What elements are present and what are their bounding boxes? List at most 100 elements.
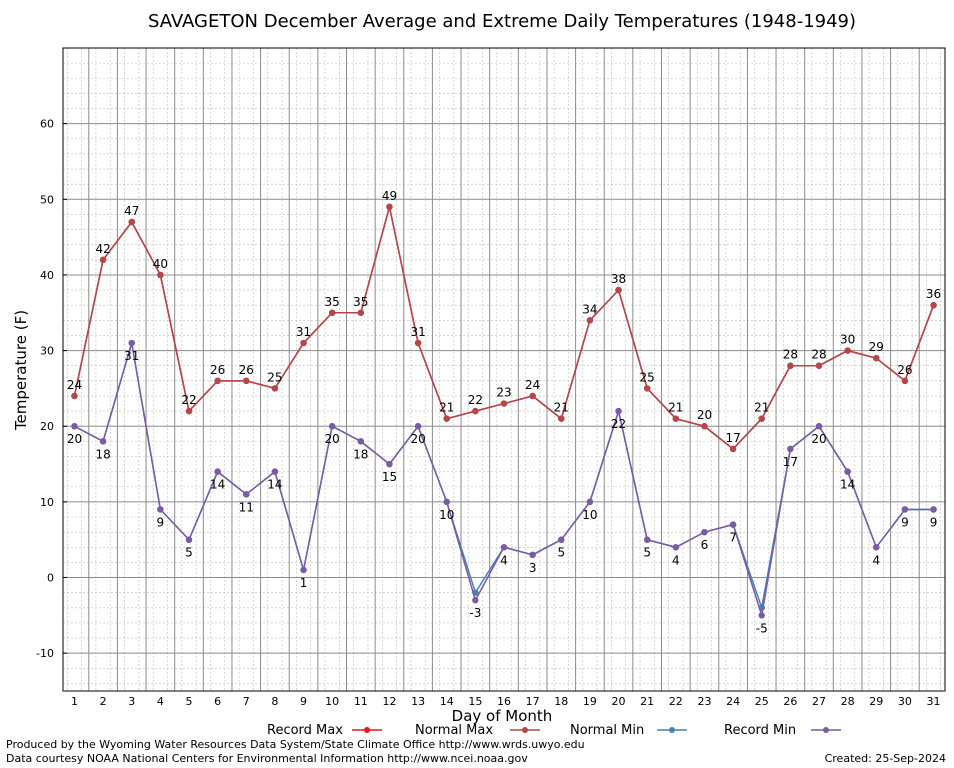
min-value-label: 1	[300, 576, 308, 590]
min-value-label: 17	[783, 455, 798, 469]
max-value-label: 24	[67, 378, 82, 392]
legend-swatch-marker	[823, 727, 829, 733]
legend-label: Normal Min	[570, 723, 644, 738]
series-point	[414, 339, 422, 347]
series-point	[586, 498, 594, 506]
x-tick-label: 22	[669, 695, 683, 708]
min-value-label: 5	[185, 546, 193, 560]
min-value-label: 6	[701, 538, 709, 552]
y-tick-label: 20	[40, 420, 54, 433]
x-tick-label: 10	[325, 695, 339, 708]
series-point	[328, 309, 336, 316]
max-value-label: 31	[296, 325, 311, 339]
series-point	[701, 423, 708, 430]
max-value-label: 28	[783, 348, 798, 362]
legend-label: Record Min	[724, 723, 796, 738]
max-value-label: 20	[697, 408, 712, 422]
series-point	[873, 544, 880, 551]
series-point	[99, 438, 107, 445]
x-axis-label: Day of Month	[452, 707, 553, 725]
y-tick-label: 60	[40, 118, 54, 131]
footer-created: Created: 25-Sep-2024	[824, 752, 946, 765]
min-value-label: 9	[157, 515, 165, 529]
x-tick-label: 20	[612, 695, 626, 708]
series-point	[643, 536, 651, 543]
max-value-label: 36	[926, 287, 941, 301]
x-tick-label: 26	[783, 695, 797, 708]
x-tick-label: 15	[468, 695, 482, 708]
min-value-label: 4	[872, 553, 880, 567]
max-value-label: 42	[95, 242, 110, 256]
series-point	[386, 203, 393, 211]
series-point	[758, 415, 765, 422]
min-value-label: -5	[756, 621, 768, 635]
max-value-label: 35	[325, 295, 340, 309]
max-value-label: 22	[181, 393, 196, 407]
min-value-label: 9	[901, 515, 909, 529]
max-value-label: 40	[153, 257, 168, 271]
max-value-label: 28	[811, 348, 826, 362]
series-point	[300, 566, 307, 574]
max-value-label: 34	[582, 302, 597, 316]
series-point	[729, 521, 737, 528]
min-value-label: 10	[439, 508, 454, 522]
y-tick-label: 10	[40, 496, 54, 509]
x-tick-label: 9	[300, 695, 307, 708]
max-value-label: 25	[640, 370, 655, 384]
y-tick-label: 0	[47, 572, 54, 585]
min-value-label: 5	[557, 546, 565, 560]
series-point	[787, 445, 794, 453]
series-point	[844, 347, 851, 354]
x-tick-label: 21	[640, 695, 654, 708]
y-tick-label: 50	[40, 193, 54, 206]
series-point	[357, 438, 365, 445]
max-value-label: 21	[554, 401, 569, 415]
x-tick-label: 13	[411, 695, 425, 708]
x-tick-label: 25	[755, 695, 769, 708]
series-point	[815, 362, 823, 369]
series-point	[615, 286, 622, 294]
legend: Record Max Normal Max Normal Min Record Min	[267, 723, 841, 738]
chart-title: SAVAGETON December Average and Extreme D…	[148, 11, 856, 32]
min-value-label: 14	[267, 478, 282, 492]
series-point	[414, 423, 422, 430]
series-point	[586, 317, 594, 324]
series-point	[71, 423, 78, 430]
series-point	[157, 506, 164, 513]
max-value-label: 25	[267, 370, 282, 384]
x-tick-label: 31	[927, 695, 941, 708]
footer-source: Data courtesy NOAA National Centers for …	[6, 752, 528, 765]
y-tick-label: -10	[36, 647, 54, 660]
max-value-label: 23	[496, 386, 511, 400]
series-point	[443, 498, 450, 506]
min-value-label: 5	[643, 546, 651, 560]
max-value-label: 21	[754, 401, 769, 415]
series-point	[300, 339, 307, 347]
x-tick-label: 17	[526, 695, 540, 708]
series-point	[71, 392, 78, 400]
max-value-label: 21	[668, 401, 683, 415]
x-tick-label: 11	[354, 695, 368, 708]
min-value-label: 11	[239, 500, 254, 514]
series-point	[243, 377, 250, 385]
series-point	[243, 491, 250, 498]
x-tick-label: 7	[243, 695, 250, 708]
min-value-label: 20	[811, 432, 826, 446]
x-tick-label: 30	[898, 695, 912, 708]
max-value-label: 26	[239, 363, 254, 377]
min-value-label: 20	[325, 432, 340, 446]
max-value-label: 38	[611, 272, 626, 286]
series-point	[529, 551, 536, 559]
y-tick-label: 30	[40, 345, 54, 358]
max-value-label: 35	[353, 295, 368, 309]
min-value-label: 4	[500, 553, 508, 567]
x-tick-label: 8	[271, 695, 278, 708]
legend-label: Record Max	[267, 723, 343, 738]
footer-producer: Produced by the Wyoming Water Resources …	[6, 738, 585, 751]
min-value-label: 3	[529, 561, 537, 575]
series-point	[128, 218, 135, 226]
max-value-label: 49	[382, 189, 397, 203]
